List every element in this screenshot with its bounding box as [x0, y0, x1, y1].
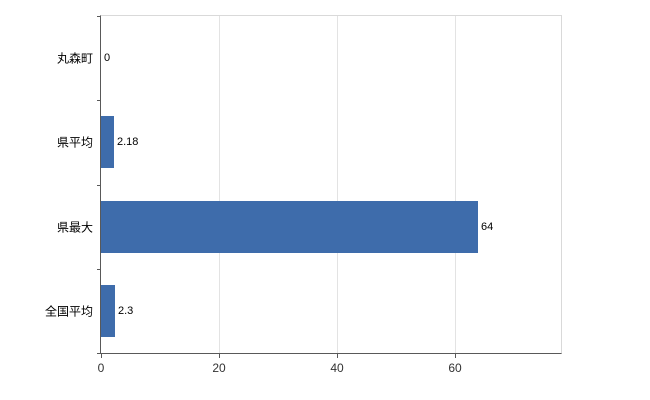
value-label-2: 64: [481, 221, 494, 233]
bar-3: [101, 285, 115, 337]
category-label-1: 県平均: [56, 135, 93, 150]
bar-2: [101, 201, 478, 253]
x-axis-tick-mark: [219, 354, 220, 358]
x-axis-tick-mark: [455, 354, 456, 358]
plot-area: 0 20 40 60 丸森町 0 県平均 2.18 県最大 64 全国平均 2.3: [45, 15, 562, 375]
y-axis-tick-mark: [97, 185, 101, 186]
bar-1: [101, 116, 114, 168]
x-axis-tick-mark: [101, 354, 102, 358]
x-axis-tick-label: 0: [97, 361, 105, 375]
y-axis-tick-mark: [97, 353, 101, 354]
value-label-1: 2.18: [117, 136, 139, 148]
x-axis-tick-label: 60: [448, 361, 462, 375]
value-label-0: 0: [104, 52, 111, 64]
gridline-x-60: [455, 16, 456, 353]
value-label-3: 2.3: [118, 305, 134, 317]
gridline-x-20: [219, 16, 220, 353]
y-axis-tick-mark: [97, 16, 101, 17]
x-axis-tick-label: 20: [212, 361, 226, 375]
category-label-0: 丸森町: [56, 51, 93, 66]
gridline-x-40: [337, 16, 338, 353]
x-axis-tick-label: 40: [330, 361, 344, 375]
y-axis-tick-mark: [97, 269, 101, 270]
x-axis-tick-mark: [337, 354, 338, 358]
y-axis-tick-mark: [97, 100, 101, 101]
category-label-2: 県最大: [56, 220, 93, 235]
category-label-3: 全国平均: [44, 304, 93, 319]
